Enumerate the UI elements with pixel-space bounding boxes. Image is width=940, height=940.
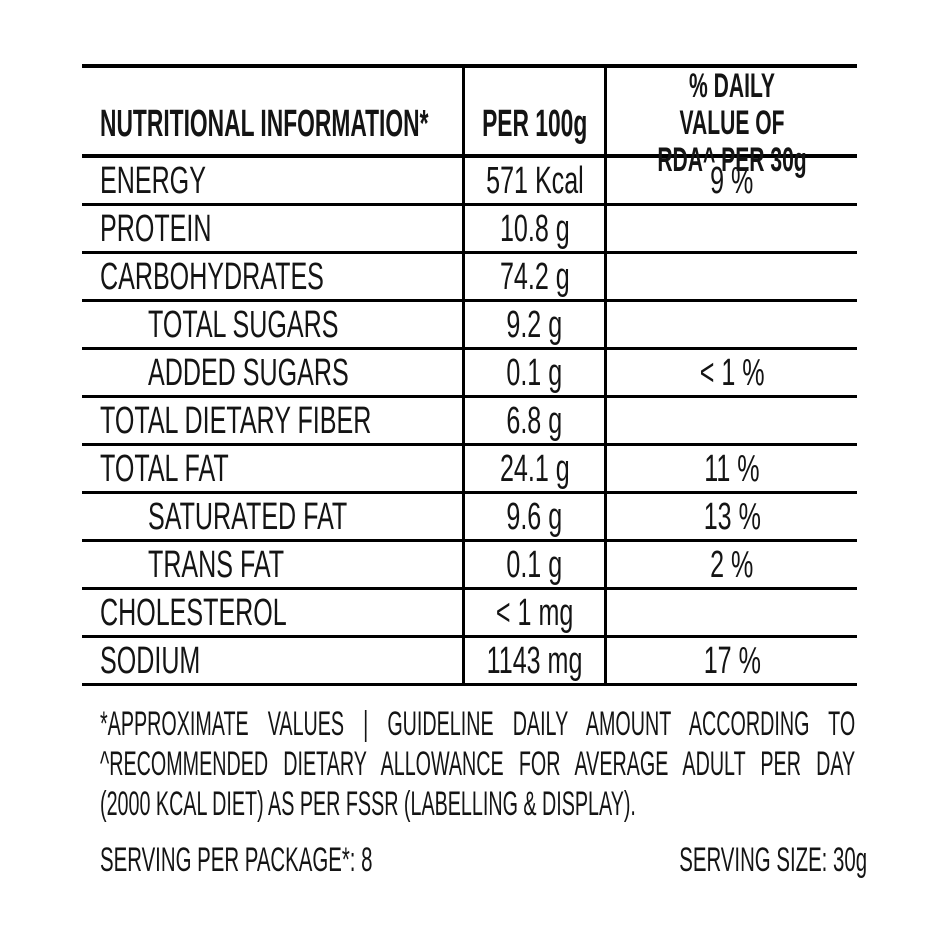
header-label-daily-value: % DAILY VALUE OF RDA^ PER 30g <box>657 67 807 179</box>
row-label-cell: TOTAL FAT <box>82 446 462 491</box>
serving-per-package: SERVING PER PACKAGE*: 8 <box>100 841 373 879</box>
row-per100g-cell: 74.2 g <box>462 254 607 299</box>
header-label-nutritional-information: NUTRITIONAL INFORMATION* <box>100 102 429 145</box>
row-daily-value: 13 % <box>703 495 761 538</box>
row-label: TOTAL SUGARS <box>148 303 339 346</box>
row-per100g-value: 9.2 g <box>506 303 563 346</box>
header-label-per-100g: PER 100g <box>481 102 588 145</box>
row-per100g-cell: 571 Kcal <box>462 158 607 203</box>
row-label: ENERGY <box>100 159 206 202</box>
row-per100g-cell: 0.1 g <box>462 542 607 587</box>
row-per100g-value: 571 Kcal <box>485 159 584 202</box>
row-daily-value-cell <box>607 590 857 635</box>
table-row-total-sugars: TOTAL SUGARS 9.2 g <box>82 302 857 350</box>
row-daily-value-cell: 2 % <box>607 542 857 587</box>
row-per100g-value: 0.1 g <box>506 351 563 394</box>
row-label-cell: TRANS FAT <box>82 542 462 587</box>
row-per100g-cell: 24.1 g <box>462 446 607 491</box>
row-per100g-cell: 9.2 g <box>462 302 607 347</box>
table-row-trans-fat: TRANS FAT 0.1 g 2 % <box>82 542 857 590</box>
row-label-cell: SATURATED FAT <box>82 494 462 539</box>
table-header-row: NUTRITIONAL INFORMATION* PER 100g % DAIL… <box>82 68 857 179</box>
table-row-energy: ENERGY 571 Kcal 9 % <box>82 158 857 206</box>
table-row-saturated-fat: SATURATED FAT 9.6 g 13 % <box>82 494 857 542</box>
row-label: SODIUM <box>100 639 201 682</box>
header-cell-per-100g: PER 100g <box>462 68 607 179</box>
table-row-added-sugars: ADDED SUGARS 0.1 g < 1 % <box>82 350 857 398</box>
serving-size: SERVING SIZE: 30g <box>679 841 868 879</box>
row-per100g-cell: 9.6 g <box>462 494 607 539</box>
row-per100g-value: 74.2 g <box>499 255 570 298</box>
row-per100g-value: < 1 mg <box>495 591 574 634</box>
row-daily-value-cell: 9 % <box>607 158 857 203</box>
row-per100g-value: 24.1 g <box>499 447 570 490</box>
row-label-cell: ADDED SUGARS <box>82 350 462 395</box>
footnote-line-1: *APPROXIMATE VALUES | GUIDELINE DAILY AM… <box>100 705 856 743</box>
table-row-total-fat: TOTAL FAT 24.1 g 11 % <box>82 446 857 494</box>
row-label-cell: TOTAL DIETARY FIBER <box>82 398 462 443</box>
row-label: ADDED SUGARS <box>148 351 349 394</box>
row-per100g-cell: 0.1 g <box>462 350 607 395</box>
footnote-line-2: ^RECOMMENDED DIETARY ALLOWANCE FOR AVERA… <box>100 745 856 783</box>
row-per100g-value: 1143 mg <box>486 639 583 682</box>
row-daily-value: 11 % <box>704 447 760 490</box>
row-per100g-value: 10.8 g <box>499 207 570 250</box>
row-label-cell: CARBOHYDRATES <box>82 254 462 299</box>
row-label-cell: PROTEIN <box>82 206 462 251</box>
row-daily-value: 17 % <box>703 639 761 682</box>
row-daily-value-cell: 11 % <box>607 446 857 491</box>
header-cell-daily-value: % DAILY VALUE OF RDA^ PER 30g <box>607 68 857 179</box>
row-daily-value-cell: 13 % <box>607 494 857 539</box>
row-label-cell: ENERGY <box>82 158 462 203</box>
row-label: CARBOHYDRATES <box>100 255 324 298</box>
table-row-cholesterol: CHOLESTEROL < 1 mg <box>82 590 857 638</box>
row-daily-value: 2 % <box>710 543 754 586</box>
row-daily-value-cell <box>607 302 857 347</box>
row-per100g-value: 6.8 g <box>506 399 563 442</box>
row-daily-value: < 1 % <box>699 351 765 394</box>
row-daily-value-cell <box>607 206 857 251</box>
row-label: SATURATED FAT <box>148 495 348 538</box>
row-daily-value-cell <box>607 254 857 299</box>
row-label: PROTEIN <box>100 207 212 250</box>
table-row-carbohydrates: CARBOHYDRATES 74.2 g <box>82 254 857 302</box>
footnote-line-3: (2000 KCAL DIET) AS PER FSSR (LABELLING … <box>100 785 636 823</box>
nutrition-table: NUTRITIONAL INFORMATION* PER 100g % DAIL… <box>82 64 857 686</box>
serving-info: SERVING PER PACKAGE*: 8 SERVING SIZE: 30… <box>100 840 867 880</box>
row-label: CHOLESTEROL <box>100 591 287 634</box>
row-per100g-cell: 6.8 g <box>462 398 607 443</box>
footnote: *APPROXIMATE VALUES | GUIDELINE DAILY AM… <box>100 704 855 824</box>
row-label-cell: CHOLESTEROL <box>82 590 462 635</box>
row-per100g-cell: 1143 mg <box>462 638 607 683</box>
table-row-total-dietary-fiber: TOTAL DIETARY FIBER 6.8 g <box>82 398 857 446</box>
row-daily-value-cell: < 1 % <box>607 350 857 395</box>
row-per100g-cell: < 1 mg <box>462 590 607 635</box>
row-label-cell: SODIUM <box>82 638 462 683</box>
footnote-text: *APPROXIMATE VALUES | GUIDELINE DAILY AM… <box>100 704 855 824</box>
header-cell-nutritional-information: NUTRITIONAL INFORMATION* <box>82 68 462 179</box>
row-label: TOTAL FAT <box>100 447 229 490</box>
row-daily-value: 9 % <box>710 159 754 202</box>
table-row-sodium: SODIUM 1143 mg 17 % <box>82 638 857 686</box>
table-row-protein: PROTEIN 10.8 g <box>82 206 857 254</box>
row-daily-value-cell <box>607 398 857 443</box>
row-label-cell: TOTAL SUGARS <box>82 302 462 347</box>
row-daily-value-cell: 17 % <box>607 638 857 683</box>
row-label: TRANS FAT <box>148 543 285 586</box>
row-label: TOTAL DIETARY FIBER <box>100 399 372 442</box>
row-per100g-value: 9.6 g <box>506 495 563 538</box>
row-per100g-cell: 10.8 g <box>462 206 607 251</box>
row-per100g-value: 0.1 g <box>506 543 563 586</box>
